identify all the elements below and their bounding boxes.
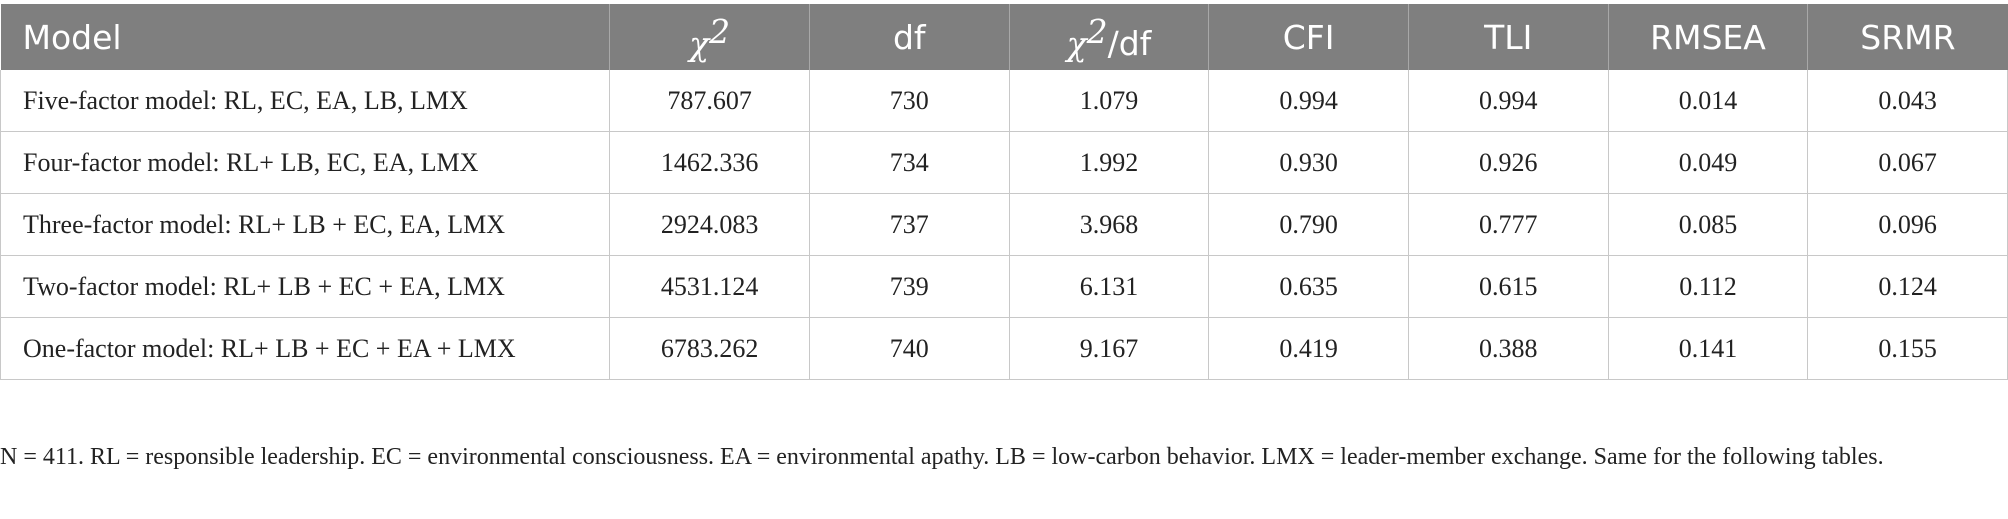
table-row: Three-factor model: RL+ LB + EC, EA, LMX… bbox=[0, 193, 2008, 256]
cell-cfi: 0.790 bbox=[1208, 193, 1409, 256]
header-row: Model χ2 df χ2/df CFI TLI RMSEA SRMR bbox=[0, 4, 2008, 70]
model-fit-table-container: Model χ2 df χ2/df CFI TLI RMSEA SRMR Fiv… bbox=[0, 4, 2008, 380]
cell-cfi: 0.635 bbox=[1208, 255, 1409, 318]
table-row: Two-factor model: RL+ LB + EC + EA, LMX … bbox=[0, 255, 2008, 318]
header-cfi: CFI bbox=[1208, 4, 1409, 70]
chi2df-symbol: χ bbox=[1066, 23, 1087, 63]
cell-df: 730 bbox=[809, 70, 1010, 132]
cell-cfi: 0.930 bbox=[1208, 131, 1409, 194]
cell-srmr: 0.067 bbox=[1807, 131, 2008, 194]
table-header: Model χ2 df χ2/df CFI TLI RMSEA SRMR bbox=[0, 4, 2008, 70]
header-model: Model bbox=[0, 4, 611, 70]
chi2-symbol: χ bbox=[689, 23, 710, 63]
header-chi2: χ2 bbox=[609, 4, 810, 70]
table-row: One-factor model: RL+ LB + EC + EA + LMX… bbox=[0, 317, 2008, 380]
cell-chi2: 1462.336 bbox=[609, 131, 810, 194]
cell-chi2-df: 1.079 bbox=[1009, 70, 1210, 132]
cell-rmsea: 0.141 bbox=[1608, 317, 1809, 380]
cell-chi2-df: 1.992 bbox=[1009, 131, 1210, 194]
cell-chi2-df: 6.131 bbox=[1009, 255, 1210, 318]
cell-tli: 0.926 bbox=[1408, 131, 1609, 194]
cell-df: 737 bbox=[809, 193, 1010, 256]
cell-model: Five-factor model: RL, EC, EA, LB, LMX bbox=[0, 70, 611, 132]
header-tli: TLI bbox=[1408, 4, 1609, 70]
header-df: df bbox=[809, 4, 1010, 70]
header-srmr: SRMR bbox=[1807, 4, 2008, 70]
chi2df-superscript: 2 bbox=[1087, 12, 1108, 51]
chi2-sup-text: 2 bbox=[709, 11, 731, 51]
cell-df: 734 bbox=[809, 131, 1010, 194]
cell-chi2: 4531.124 bbox=[609, 255, 810, 318]
cell-tli: 0.615 bbox=[1408, 255, 1609, 318]
cell-model: Two-factor model: RL+ LB + EC + EA, LMX bbox=[0, 255, 611, 318]
cell-chi2-df: 9.167 bbox=[1009, 317, 1210, 380]
cell-rmsea: 0.112 bbox=[1608, 255, 1809, 318]
cell-rmsea: 0.014 bbox=[1608, 70, 1809, 132]
cell-srmr: 0.043 bbox=[1807, 70, 2008, 132]
chi2df-suffix: /df bbox=[1107, 23, 1152, 63]
cell-srmr: 0.096 bbox=[1807, 193, 2008, 256]
cell-chi2: 6783.262 bbox=[609, 317, 810, 380]
cell-cfi: 0.419 bbox=[1208, 317, 1409, 380]
cell-df: 739 bbox=[809, 255, 1010, 318]
chi2df-sup-text: 2 bbox=[1086, 11, 1108, 51]
cell-model: One-factor model: RL+ LB + EC + EA + LMX bbox=[0, 317, 611, 380]
cell-srmr: 0.155 bbox=[1807, 317, 2008, 380]
header-chi2-df: χ2/df bbox=[1009, 4, 1210, 70]
cell-cfi: 0.994 bbox=[1208, 70, 1409, 132]
cell-df: 740 bbox=[809, 317, 1010, 380]
table-body: Five-factor model: RL, EC, EA, LB, LMX 7… bbox=[0, 70, 2008, 380]
cell-tli: 0.994 bbox=[1408, 70, 1609, 132]
cell-rmsea: 0.049 bbox=[1608, 131, 1809, 194]
table-footnote: N = 411. RL = responsible leadership. EC… bbox=[0, 444, 1884, 470]
model-fit-table: Model χ2 df χ2/df CFI TLI RMSEA SRMR Fiv… bbox=[0, 4, 2008, 380]
cell-chi2: 787.607 bbox=[609, 70, 810, 132]
cell-tli: 0.388 bbox=[1408, 317, 1609, 380]
header-rmsea: RMSEA bbox=[1608, 4, 1809, 70]
table-row: Four-factor model: RL+ LB, EC, EA, LMX 1… bbox=[0, 131, 2008, 194]
cell-srmr: 0.124 bbox=[1807, 255, 2008, 318]
table-row: Five-factor model: RL, EC, EA, LB, LMX 7… bbox=[0, 70, 2008, 132]
cell-rmsea: 0.085 bbox=[1608, 193, 1809, 256]
cell-chi2-df: 3.968 bbox=[1009, 193, 1210, 256]
cell-model: Three-factor model: RL+ LB + EC, EA, LMX bbox=[0, 193, 611, 256]
cell-chi2: 2924.083 bbox=[609, 193, 810, 256]
cell-tli: 0.777 bbox=[1408, 193, 1609, 256]
cell-model: Four-factor model: RL+ LB, EC, EA, LMX bbox=[0, 131, 611, 194]
chi2-superscript: 2 bbox=[709, 12, 730, 51]
